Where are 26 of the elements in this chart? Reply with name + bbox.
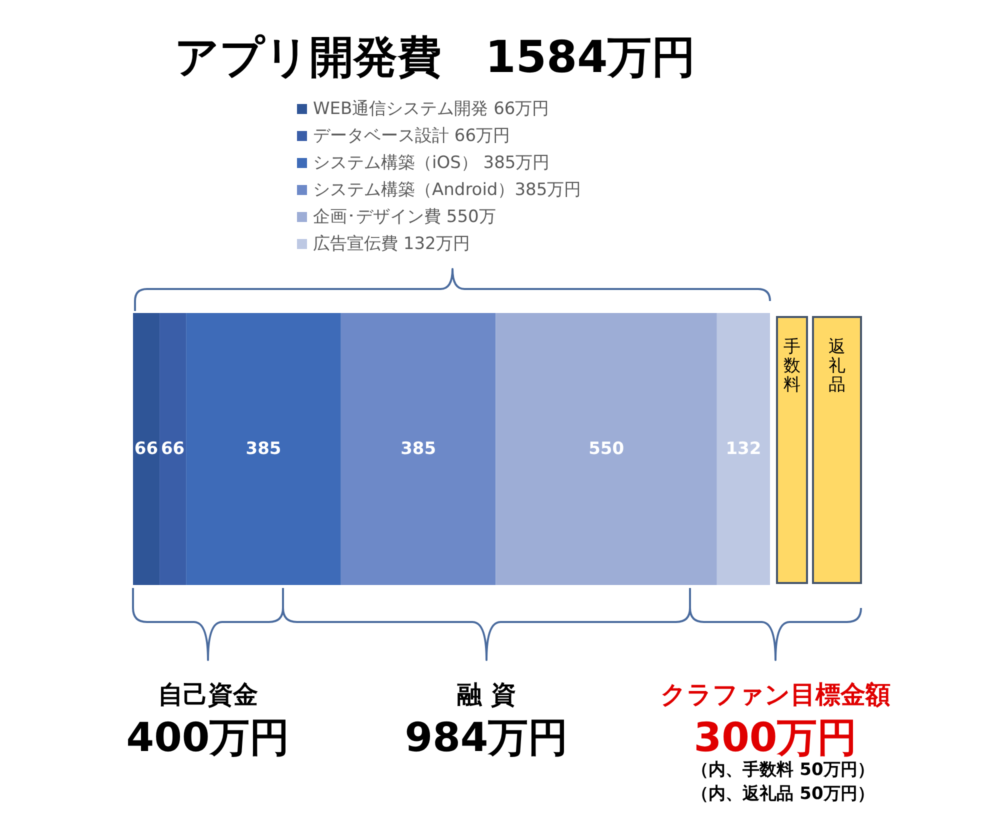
legend-label: データベース設計 66万円 [313, 126, 510, 146]
bar [340, 313, 496, 585]
text: 自己資金 400万円 [126, 680, 290, 761]
text: 返礼品 [828, 337, 846, 395]
bar [133, 313, 160, 585]
data-label: 385 [246, 439, 282, 459]
data-label: 66 [160, 439, 185, 459]
data-label: 550 [588, 439, 624, 459]
legend-label: WEB通信システム開発 66万円 [313, 99, 550, 119]
data-label: 132 [726, 439, 762, 459]
legend-label: 広告宣伝費 132万円 [313, 234, 470, 254]
text: クラファン目標金額 300万円 [660, 680, 890, 761]
data-label: 66 [134, 439, 158, 459]
bar [716, 313, 770, 585]
legend-label: 企画･デザイン費 550万 [313, 207, 496, 227]
legend-label: システム構築（Android）385万円 [313, 180, 582, 200]
data-label: 385 [400, 439, 436, 459]
text: （内、手数料 50万円） [692, 760, 874, 780]
legend-label: システム構築（iOS） 385万円 [313, 153, 550, 173]
bar [496, 313, 717, 585]
bar [186, 313, 341, 585]
text: 融 資 984万円 [404, 680, 568, 761]
chart-title: アプリ開発費 1584万円 [174, 32, 696, 83]
text: （内、返礼品 50万円） [692, 784, 874, 804]
text: 手数料 [784, 337, 800, 395]
bar [160, 313, 186, 585]
